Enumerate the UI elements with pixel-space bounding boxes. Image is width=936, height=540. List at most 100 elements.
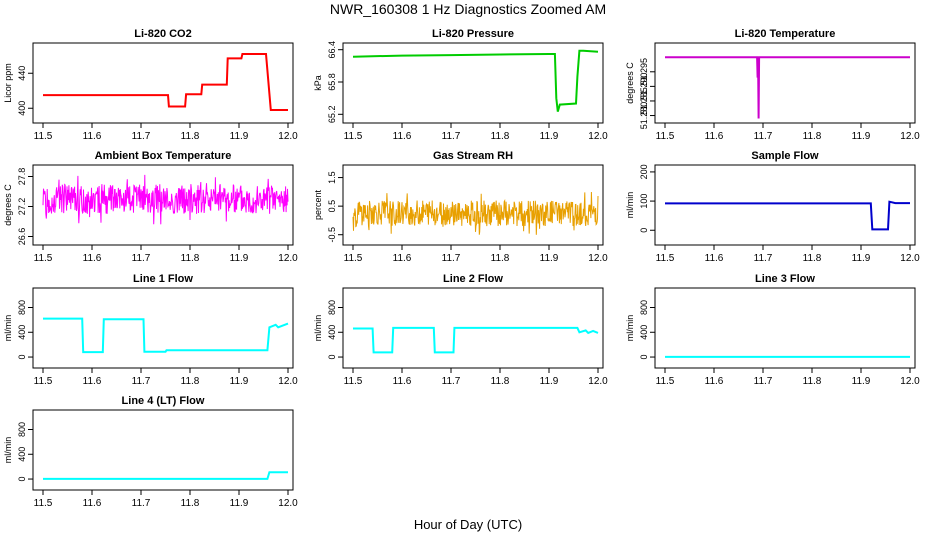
y-tick-label: 0 [17, 477, 27, 482]
y-axis-label: ml/min [3, 437, 13, 464]
x-tick-label: 11.6 [83, 131, 102, 142]
x-tick-label: 11.7 [132, 131, 151, 142]
plot-frame [654, 42, 916, 124]
y-tick-label: 51.295 [639, 58, 649, 86]
series-line [352, 49, 599, 112]
panel-title: Gas Stream RH [433, 150, 513, 162]
series-line [353, 326, 599, 354]
series-line [352, 191, 599, 235]
y-tick-label: -0.5 [327, 227, 337, 243]
y-tick-label: 400 [17, 101, 27, 116]
x-tick-label: 11.5 [344, 131, 363, 142]
x-tick-label: 11.9 [852, 376, 871, 387]
panel-title: Line 3 Flow [755, 273, 815, 285]
x-tick-label: 11.6 [705, 131, 724, 142]
x-tick-label: 11.9 [852, 253, 871, 264]
y-tick-label: 0 [639, 355, 649, 360]
y-tick-label: 1.5 [327, 171, 337, 184]
chart-panel: Sample Flow 11.5 11.6 11.7 11.8 11.9 12.0 0 100 2… [625, 150, 920, 264]
panel-title: Ambient Box Temperature [95, 150, 232, 162]
y-tick-label: 0 [17, 355, 27, 360]
y-tick-label: 400 [327, 325, 337, 340]
y-axis-label: ml/min [3, 315, 13, 342]
x-tick-label: 11.5 [656, 253, 675, 264]
x-tick-label: 11.9 [230, 498, 249, 509]
x-tick-label: 11.7 [132, 253, 151, 264]
series-line [42, 174, 289, 225]
y-axis-label: Licor ppm [3, 63, 13, 103]
figure-title: NWR_160308 1 Hz Diagnostics Zoomed AM [329, 1, 607, 17]
x-tick-label: 11.5 [656, 376, 675, 387]
x-tick-label: 11.5 [34, 253, 53, 264]
x-tick-label: 11.5 [344, 376, 363, 387]
x-tick-label: 11.8 [491, 376, 510, 387]
y-tick-label: 65.2 [327, 106, 337, 124]
x-tick-label: 12.0 [900, 131, 920, 142]
y-tick-label: 440 [17, 66, 27, 81]
x-tick-label: 11.7 [754, 253, 773, 264]
x-tick-label: 11.8 [803, 131, 822, 142]
y-tick-label: 800 [327, 300, 337, 315]
x-tick-label: 11.6 [83, 498, 102, 509]
chart-panel: Line 1 Flow 11.5 11.6 11.7 11.8 11.9 12.0 0 400 8… [3, 273, 298, 387]
panel-title: Line 2 Flow [443, 273, 503, 285]
x-tick-label: 12.0 [900, 376, 920, 387]
chart-panel: Line 3 Flow 11.5 11.6 11.7 11.8 11.9 12.0 0 400 8… [625, 273, 920, 387]
x-tick-label: 12.0 [278, 498, 298, 509]
y-tick-label: 51.285 [639, 87, 649, 115]
y-tick-label: 800 [17, 422, 27, 437]
x-tick-label: 11.8 [181, 131, 200, 142]
x-tick-label: 11.9 [540, 253, 559, 264]
y-axis-label: kPa [313, 75, 323, 91]
chart-panel: Li-820 CO2 11.5 11.6 11.7 11.8 11.9 12.0 400 440… [3, 28, 298, 142]
y-tick-label: 800 [17, 300, 27, 315]
x-tick-label: 12.0 [588, 253, 608, 264]
series-line [665, 200, 910, 231]
series-line [665, 56, 910, 119]
x-tick-label: 11.9 [230, 376, 249, 387]
y-axis-label: ml/min [625, 315, 635, 342]
x-tick-label: 11.8 [181, 498, 200, 509]
x-tick-label: 11.6 [83, 376, 102, 387]
x-tick-label: 11.7 [132, 376, 151, 387]
y-tick-label: 400 [17, 325, 27, 340]
panel-title: Sample Flow [751, 150, 819, 162]
x-tick-label: 11.7 [442, 376, 461, 387]
y-axis-label: degrees C [3, 184, 13, 226]
x-tick-label: 11.7 [132, 498, 151, 509]
chart-panel: Gas Stream RH 11.5 11.6 11.7 11.8 11.9 12.0 -0.… [313, 150, 608, 264]
x-tick-label: 11.8 [803, 376, 822, 387]
y-axis-label: degrees C [625, 62, 635, 104]
x-tick-label: 11.8 [181, 253, 200, 264]
y-tick-label: 66.4 [327, 41, 337, 59]
y-tick-label: 51.280 [639, 102, 649, 130]
x-tick-label: 11.5 [656, 131, 675, 142]
x-tick-label: 11.9 [540, 131, 559, 142]
x-tick-label: 11.6 [705, 253, 724, 264]
x-tick-label: 11.6 [393, 253, 412, 264]
series-line [43, 471, 288, 480]
series-line [43, 317, 289, 354]
x-tick-label: 11.5 [34, 376, 53, 387]
x-tick-label: 11.7 [754, 131, 773, 142]
y-tick-label: 27.2 [17, 198, 27, 216]
panel-title: Line 4 (LT) Flow [122, 395, 205, 407]
x-tick-label: 11.8 [491, 253, 510, 264]
y-tick-label: 400 [639, 325, 649, 340]
x-tick-label: 11.5 [34, 131, 53, 142]
y-tick-label: 65.8 [327, 73, 337, 91]
x-tick-label: 11.9 [852, 131, 871, 142]
x-tick-label: 12.0 [900, 253, 920, 264]
x-tick-label: 12.0 [588, 376, 608, 387]
chart-panel: Ambient Box Temperature 11.5 11.6 11.7 11.8 1… [3, 150, 298, 264]
chart-panel: Li-820 Temperature 11.5 11.6 11.7 11.8 11.9 12… [625, 28, 920, 142]
x-tick-label: 12.0 [588, 131, 608, 142]
y-tick-label: 0.5 [327, 200, 337, 213]
y-tick-label: 200 [639, 164, 649, 179]
x-tick-label: 11.7 [442, 131, 461, 142]
x-tick-label: 11.7 [442, 253, 461, 264]
x-tick-label: 11.6 [393, 131, 412, 142]
y-axis-label: ml/min [313, 315, 323, 342]
x-tick-label: 11.6 [83, 253, 102, 264]
